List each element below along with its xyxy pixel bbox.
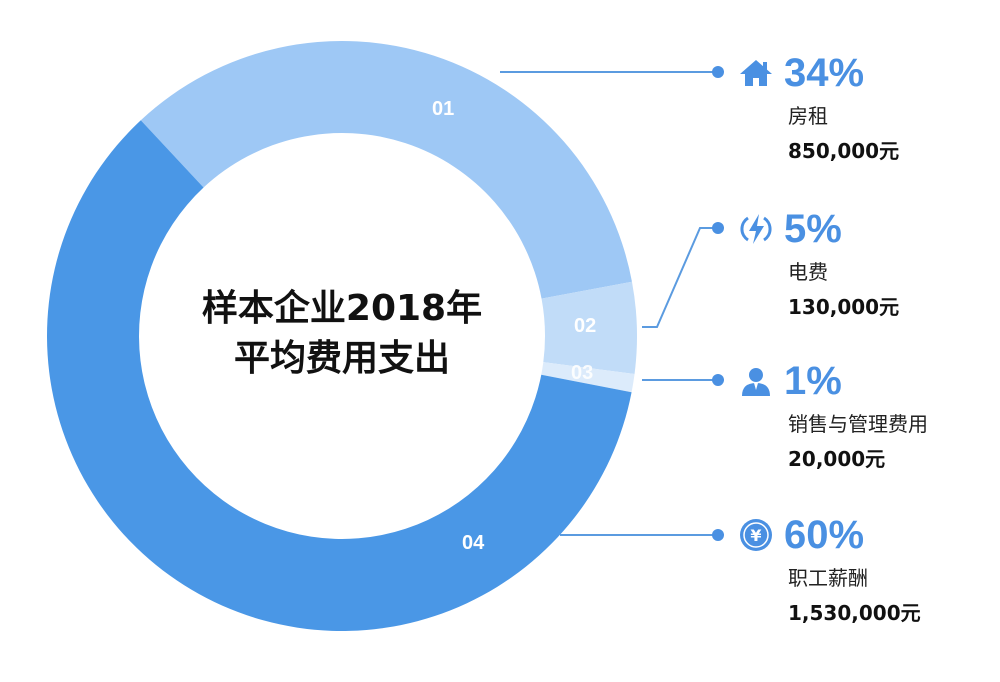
legend-item-sales-admin: 1% 销售与管理费用 20,000元 — [738, 356, 928, 472]
legend-amount: 130,000元 — [788, 295, 900, 319]
yen-coin-icon: ¥ — [738, 517, 774, 553]
legend-amount: 1,530,000元 — [788, 601, 921, 625]
donut-segment-02 — [541, 281, 637, 374]
donut-segments — [47, 40, 637, 631]
legend-label: 房租 — [788, 104, 828, 128]
segment-label-04: 04 — [462, 532, 485, 554]
segment-label-01: 01 — [432, 98, 455, 120]
leader-dot-03 — [712, 374, 724, 386]
leader-dot-02 — [712, 222, 724, 234]
legend-percent: 1% — [784, 358, 842, 403]
legend-label: 电费 — [788, 260, 828, 284]
legend-label: 销售与管理费用 — [788, 412, 928, 436]
legend-percent: 5% — [784, 206, 842, 251]
svg-text:¥: ¥ — [750, 526, 761, 545]
legend-percent: 34% — [784, 50, 865, 95]
lightning-icon — [738, 211, 774, 247]
legend-amount: 20,000元 — [788, 447, 886, 471]
leader-lines — [500, 71, 718, 536]
legend-item-electricity: 5% 电费 130,000元 — [738, 204, 899, 320]
chart-title-line1: 样本企业2018年 — [201, 288, 483, 329]
chart-title-line2: 平均费用支出 — [233, 338, 450, 379]
legend-percent: 60% — [784, 512, 865, 557]
legend-label: 职工薪酬 — [788, 566, 868, 590]
segment-label-02: 02 — [574, 315, 597, 337]
segment-label-03: 03 — [571, 362, 594, 384]
legend-item-salary: ¥ 60% 职工薪酬 1,530,000元 — [738, 510, 921, 626]
leader-line-02 — [642, 227, 718, 328]
house-icon — [738, 55, 774, 91]
legend-amount: 850,000元 — [788, 139, 900, 163]
leader-dots — [712, 66, 724, 541]
leader-dot-04 — [712, 529, 724, 541]
person-icon — [738, 363, 774, 399]
donut-segment-03 — [541, 362, 635, 393]
donut-segment-04 — [47, 120, 632, 631]
leader-dot-01 — [712, 66, 724, 78]
donut-segment-01 — [140, 40, 632, 299]
legend-item-rent: 34% 房租 850,000元 — [738, 48, 899, 164]
